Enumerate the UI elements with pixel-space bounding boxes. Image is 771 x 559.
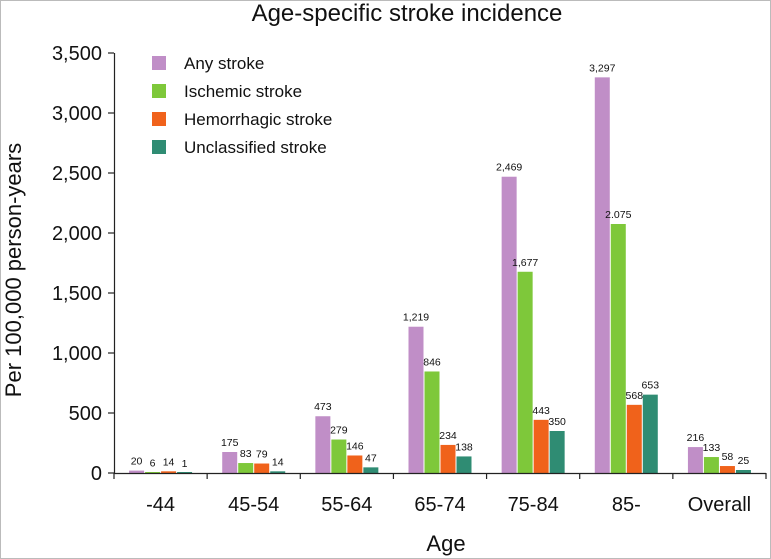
data-label: 234: [439, 430, 457, 442]
x-category-label: 85-: [612, 494, 641, 516]
data-label: 2.075: [605, 209, 631, 221]
bar: [331, 439, 347, 473]
bar: [161, 471, 177, 473]
y-axis: 0 500 1,000 1,500 2,000 2,500 3,000 3,500: [52, 43, 114, 485]
bar: [408, 326, 424, 473]
data-label: 2,469: [496, 162, 522, 174]
data-label: 58: [722, 451, 734, 463]
y-axis-title: Per 100,000 person-years: [1, 143, 26, 397]
legend-label: Any stroke: [184, 54, 264, 73]
bar: [222, 452, 238, 473]
data-label: 20: [131, 456, 143, 468]
x-category-label: 65-74: [414, 494, 465, 516]
legend-label: Ischemic stroke: [184, 82, 302, 101]
bar: [254, 463, 270, 473]
bar: [145, 472, 161, 473]
bar: [533, 419, 549, 473]
legend-label: Unclassified stroke: [184, 138, 327, 157]
bars: [129, 77, 751, 474]
legend-swatch: [152, 112, 166, 126]
legend-swatch: [152, 84, 166, 98]
x-category-label: 45-54: [228, 494, 279, 516]
bar: [129, 470, 145, 473]
data-label: 47: [365, 452, 377, 464]
data-label: 846: [423, 356, 441, 368]
data-label: 1,219: [403, 312, 429, 324]
data-label: 568: [626, 390, 644, 402]
chart-title: Age-specific stroke incidence: [252, 0, 563, 27]
data-label: 79: [256, 449, 268, 461]
bar: [610, 224, 626, 473]
data-label: 473: [314, 401, 332, 413]
bar: [347, 455, 363, 473]
x-category-label: 75-84: [508, 494, 559, 516]
x-axis-title: Age: [426, 531, 465, 556]
y-tick-label: 1,000: [52, 343, 102, 365]
data-label: 1,677: [512, 257, 538, 269]
y-tick-label: 0: [91, 463, 102, 485]
data-label: 146: [346, 440, 364, 452]
legend-label: Hemorrhagic stroke: [184, 110, 332, 129]
bar: [501, 176, 517, 473]
bar: [642, 394, 658, 473]
bar: [594, 77, 610, 474]
bar: [626, 404, 642, 473]
bar: [517, 271, 533, 473]
data-label: 14: [272, 456, 284, 468]
data-label: 25: [738, 455, 750, 467]
x-category-label: 55-64: [321, 494, 372, 516]
x-category-label: -44: [146, 494, 175, 516]
data-label: 175: [221, 437, 239, 449]
legend: Any stroke Ischemic stroke Hemorrhagic str…: [152, 54, 332, 157]
data-label: 443: [532, 405, 550, 417]
bar: [735, 470, 751, 473]
legend-swatch: [152, 56, 166, 70]
data-label: 279: [330, 425, 348, 437]
bar: [456, 456, 472, 473]
y-tick-label: 500: [69, 403, 102, 425]
bar: [424, 371, 440, 473]
bar: [719, 466, 735, 473]
y-tick-label: 3,000: [52, 103, 102, 125]
bar: [440, 444, 456, 473]
bar: [703, 457, 719, 473]
data-label: 83: [240, 448, 252, 460]
data-label: 3,297: [589, 62, 615, 74]
legend-swatch: [152, 140, 166, 154]
y-tick-label: 3,500: [52, 43, 102, 65]
y-tick-label: 1,500: [52, 283, 102, 305]
y-tick-label: 2,000: [52, 223, 102, 245]
bar: [315, 416, 331, 473]
data-label: 133: [703, 442, 721, 454]
data-label: 138: [455, 441, 473, 453]
bar: [549, 431, 565, 473]
data-label: 1: [182, 458, 188, 470]
bar: [270, 471, 286, 473]
x-category-label: Overall: [688, 494, 751, 516]
bar: [363, 467, 379, 473]
y-tick-label: 2,500: [52, 163, 102, 185]
bar: [177, 472, 193, 473]
data-label: 653: [642, 380, 660, 392]
bar: [687, 447, 703, 473]
data-label: 350: [548, 416, 566, 428]
data-label: 6: [150, 457, 156, 469]
bar: [238, 463, 254, 473]
data-label: 14: [163, 456, 175, 468]
data-label: 216: [687, 432, 705, 444]
